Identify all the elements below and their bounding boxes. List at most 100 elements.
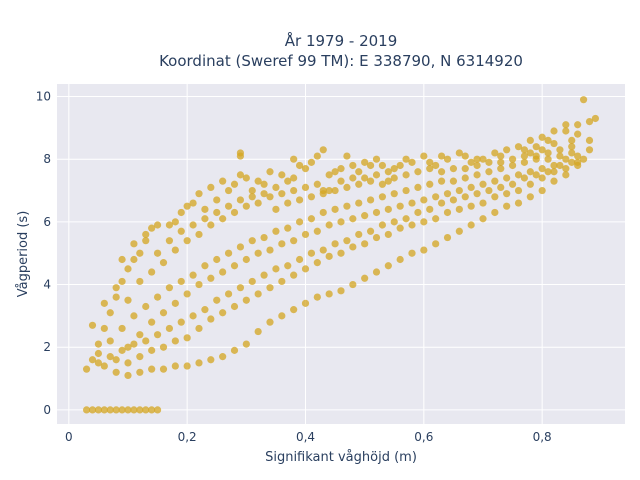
data-point [260,233,268,242]
y-tick-label: 10 [36,90,51,104]
data-point [136,406,144,414]
data-point [414,183,422,192]
data-point [319,146,327,154]
data-point [278,240,286,248]
data-point [508,161,517,170]
data-point [461,174,469,182]
data-point [242,340,250,348]
data-point [355,199,363,207]
data-point [473,171,481,179]
data-point [455,227,463,235]
data-point [390,218,398,226]
data-point [432,240,440,248]
data-point [526,168,534,176]
data-point [165,237,174,245]
data-point [106,406,114,414]
data-point [396,224,404,232]
data-point [508,155,517,163]
data-point [307,249,316,257]
data-point [343,202,351,210]
data-point [183,334,191,342]
data-point [230,262,239,270]
data-point [260,190,268,198]
data-point [313,293,321,301]
data-point [290,186,298,195]
data-point [248,237,256,245]
data-point [443,233,452,242]
data-point [177,277,185,286]
grid-lines [57,84,625,424]
data-point [556,146,564,154]
data-point [100,362,108,370]
data-point [532,171,540,179]
data-point [195,359,203,367]
data-point [491,149,499,157]
data-point [574,121,582,129]
data-point [284,224,292,232]
data-point [136,368,144,376]
chart-title-line1: År 1979 - 2019 [285,31,398,50]
data-point [426,180,434,188]
data-point [272,265,280,273]
data-point [278,171,286,179]
data-point [313,227,321,235]
data-point [136,277,144,286]
data-point [153,221,162,229]
data-point [219,177,227,185]
data-point [242,296,250,304]
data-point [153,406,162,414]
y-tick-label: 0 [43,403,51,417]
data-point [372,171,381,179]
data-point [189,312,197,320]
y-tick-label: 8 [43,152,51,166]
data-point [183,362,191,370]
data-point [461,165,469,173]
data-point [349,215,357,223]
data-point [213,296,221,304]
data-point [372,268,381,276]
data-point [585,118,594,126]
data-point [284,262,292,270]
data-point [491,193,499,201]
data-point [449,177,458,185]
data-point [148,318,156,326]
data-point [585,146,594,154]
data-point [171,362,179,370]
data-point [520,146,529,154]
data-point [437,152,446,160]
y-axis-ticks: 0 2 4 6 8 10 [36,90,51,417]
data-point [461,152,469,160]
data-point [230,180,239,188]
data-point [514,199,523,207]
data-point [562,165,570,173]
data-point [236,284,245,292]
data-point [136,249,144,257]
data-point [497,158,505,166]
data-point [467,158,475,166]
data-point [106,353,114,361]
data-point [242,202,250,210]
data-point [130,240,138,248]
data-point [118,324,126,333]
data-point [562,121,570,129]
data-point [236,171,245,179]
y-tick-label: 2 [43,340,51,354]
data-point [183,202,191,210]
data-point [201,262,209,270]
data-point [325,290,333,298]
data-points [82,96,600,414]
chart-title-line2: Koordinat (Sweref 99 TM): E 338790, N 63… [159,52,523,70]
data-point [219,215,227,223]
data-point [124,265,132,273]
data-point [207,356,215,364]
data-point [479,155,487,163]
data-point [526,180,534,188]
data-point [378,180,387,188]
data-point [414,168,422,176]
data-point [485,158,493,166]
data-point [153,293,162,301]
data-point [284,199,292,207]
data-point [142,337,150,345]
data-point [301,183,310,192]
data-point [349,161,357,170]
